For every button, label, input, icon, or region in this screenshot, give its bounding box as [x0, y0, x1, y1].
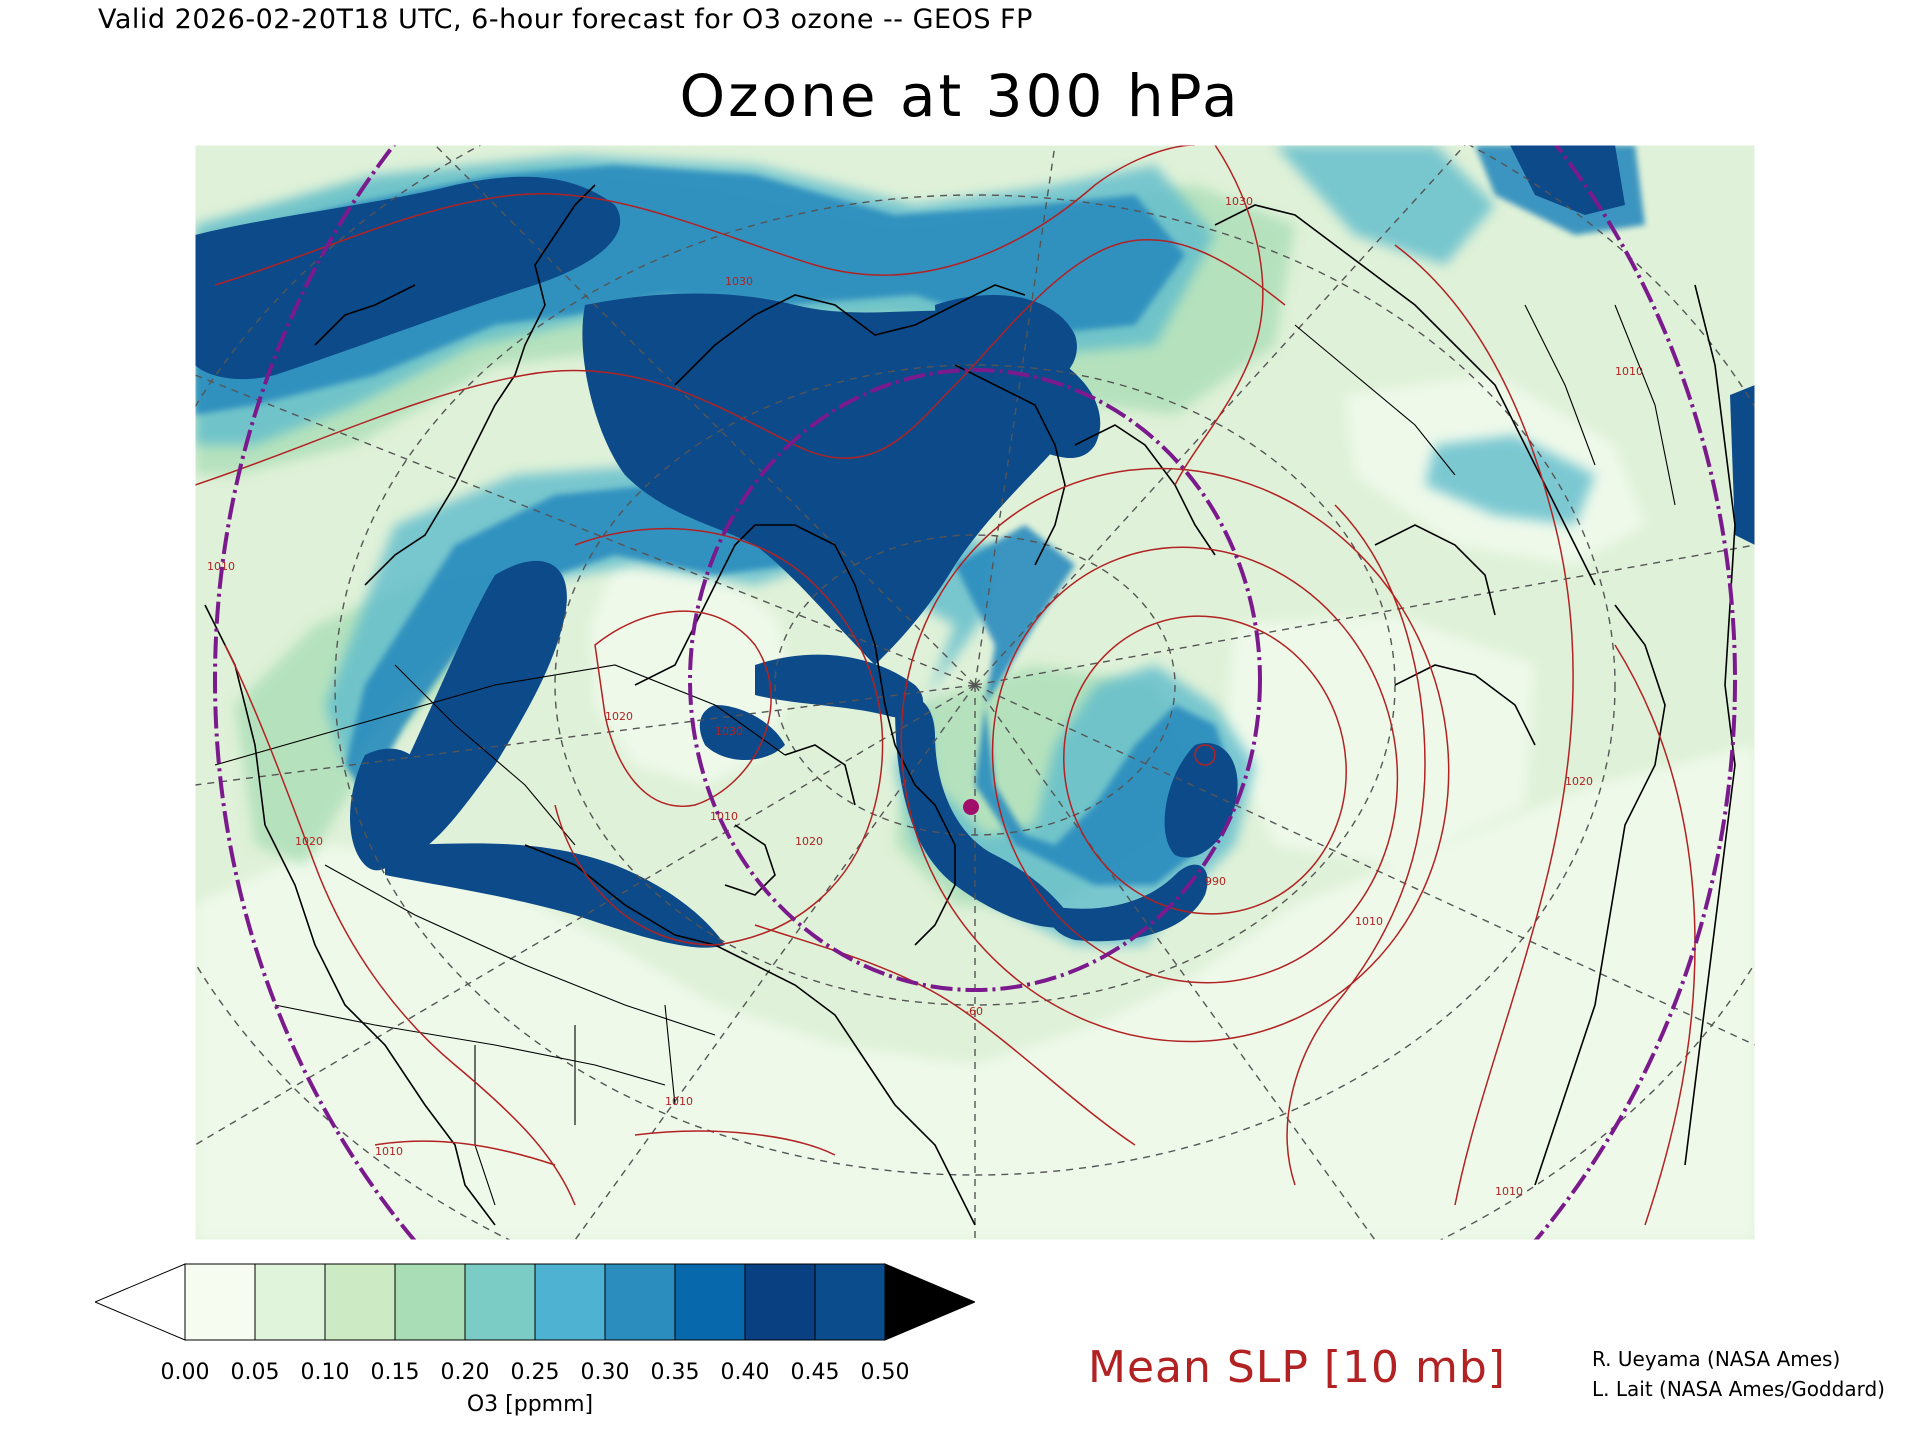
slp-label: 1020 — [1565, 775, 1593, 788]
purple-dashdot-circles — [213, 145, 1737, 1240]
slp-label: 1010 — [207, 560, 235, 573]
colorbar-swatch — [814, 1263, 886, 1341]
colorbar-tick-label: 0.50 — [860, 1360, 910, 1385]
colorbar-swatch — [744, 1263, 816, 1341]
colorbar-swatch — [604, 1263, 676, 1341]
coastlines — [204, 184, 1736, 1226]
ozone-map: 1010 1020 1030 1010 1020 1010 1020 1030 … — [195, 145, 1755, 1240]
colorbar-swatch — [324, 1263, 396, 1341]
colorbar-swatch — [464, 1263, 536, 1341]
colorbar-swatch — [254, 1263, 326, 1341]
colorbar-tick-label: 0.40 — [720, 1360, 770, 1385]
slp-contour-labels: 1010 1020 1030 1010 1020 1010 1020 1030 … — [207, 195, 1643, 1198]
colorbar-swatch — [674, 1263, 746, 1341]
ozone-high-fill — [195, 145, 1755, 948]
slp-label: 1020 — [295, 835, 323, 848]
colorbar-swatch — [534, 1263, 606, 1341]
valid-time-line: Valid 2026-02-20T18 UTC, 6-hour forecast… — [98, 4, 1033, 35]
colorbar-tick-label: 0.35 — [650, 1360, 700, 1385]
colorbar-tick-label: 0.45 — [790, 1360, 840, 1385]
slp-label: 1010 — [375, 1145, 403, 1158]
colorbar-under-arrow — [95, 1263, 186, 1341]
graticule — [195, 145, 1755, 1240]
slp-label: 1010 — [1495, 1185, 1523, 1198]
colorbar-tick-label: 0.15 — [370, 1360, 420, 1385]
slp-label: 1010 — [1355, 915, 1383, 928]
slp-contours — [195, 145, 1696, 1226]
slp-label: 1010 — [665, 1095, 693, 1108]
colorbar-units: O3 [ppmm] — [466, 1392, 594, 1417]
colorbar-swatch — [394, 1263, 466, 1341]
colorbar-tick-label: 0.20 — [440, 1360, 490, 1385]
slp-label: -60 — [965, 1005, 983, 1018]
pole-marker — [963, 799, 979, 815]
ozone-colorbar — [95, 1263, 975, 1341]
credit-line: L. Lait (NASA Ames/Goddard) — [1592, 1377, 1885, 1401]
slp-label: 1010 — [710, 810, 738, 823]
colorbar-tick-label: 0.05 — [230, 1360, 280, 1385]
colorbar-tick-label: 0.00 — [160, 1360, 210, 1385]
colorbar-over-arrow — [884, 1263, 975, 1341]
map-title: Ozone at 300 hPa — [679, 62, 1241, 130]
slp-label: 1010 — [1615, 365, 1643, 378]
slp-overlay-label: Mean SLP [10 mb] — [1088, 1342, 1506, 1393]
slp-label: 1030 — [725, 275, 753, 288]
colorbar-swatch — [184, 1263, 256, 1341]
colorbar-boxes — [184, 1263, 886, 1341]
colorbar-tick-label: 0.10 — [300, 1360, 350, 1385]
colorbar-tick-label: 0.25 — [510, 1360, 560, 1385]
slp-label: 1030 — [715, 725, 743, 738]
credit-line: R. Ueyama (NASA Ames) — [1592, 1347, 1841, 1371]
slp-label: 1030 — [1225, 195, 1253, 208]
borders — [214, 304, 1676, 1206]
slp-label: 990 — [1205, 875, 1226, 888]
slp-label: 1020 — [605, 710, 633, 723]
colorbar-tick-label: 0.30 — [580, 1360, 630, 1385]
slp-label: 1020 — [795, 835, 823, 848]
